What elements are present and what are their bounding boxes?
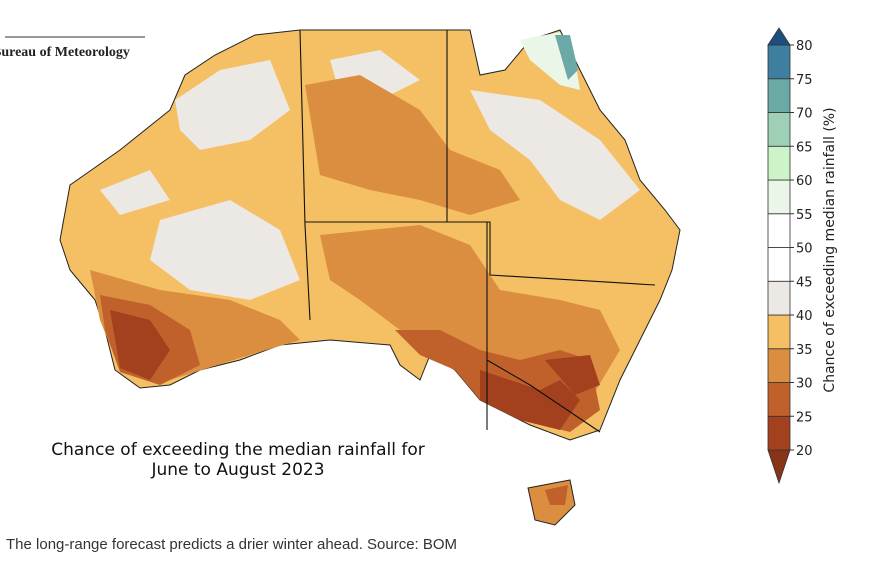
colorbar-segment (767, 179, 791, 215)
colorbar-label: Chance of exceeding median rainfall (%) (822, 107, 838, 392)
colorbar-segment (767, 78, 791, 113)
colorbar-tick-label: 80 (796, 39, 813, 54)
colorbar-extend-low (767, 449, 791, 485)
map-title: June to August 2023 (150, 460, 324, 480)
caption: The long-range forecast predicts a drier… (6, 536, 458, 553)
colorbar-extend-high (767, 27, 791, 46)
colorbar-tick-label: 70 (796, 107, 813, 122)
colorbar-segment (767, 112, 791, 147)
colorbar-tick-label: 50 (796, 242, 813, 257)
colorbar-segment (767, 348, 791, 383)
colorbar-segment (767, 314, 791, 350)
colorbar: 20 25 30 35 40 45 50 55 60 65 70 75 80 (767, 27, 813, 485)
colorbar-segment (767, 44, 791, 80)
agency-name: Bureau of Meteorology (0, 45, 130, 60)
colorbar-tick-label: 20 (796, 444, 813, 459)
colorbar-segment (767, 213, 791, 248)
colorbar-segment (767, 280, 791, 316)
colorbar-tick-label: 55 (796, 208, 813, 223)
colorbar-tick-label: 75 (796, 73, 813, 88)
colorbar-tick-label: 45 (796, 275, 813, 290)
australia-map (59, 29, 681, 526)
colorbar-tick-label: 65 (796, 140, 813, 155)
colorbar-segment (767, 415, 791, 451)
map-figure: Bureau of Meteorology Chance of exceedin… (0, 27, 838, 526)
colorbar-tick-label: 30 (796, 377, 813, 392)
colorbar-tick-label: 35 (796, 343, 813, 358)
colorbar-segment (767, 382, 791, 417)
colorbar-tick-label: 60 (796, 174, 813, 189)
colorbar-tick-label: 25 (796, 410, 813, 425)
map-title: Chance of exceeding the median rainfall … (51, 440, 424, 460)
colorbar-tick-label: 40 (796, 309, 813, 324)
colorbar-segment (767, 145, 791, 181)
colorbar-segment (767, 247, 791, 282)
